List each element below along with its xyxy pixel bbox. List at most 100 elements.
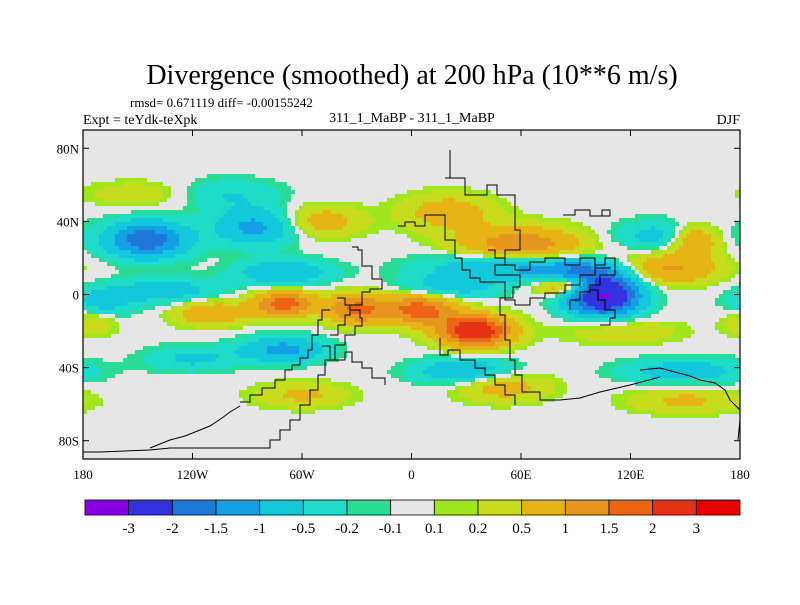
field-cell xyxy=(411,210,416,215)
field-cell xyxy=(399,246,404,251)
field-cell xyxy=(355,214,360,219)
field-cell xyxy=(215,226,220,231)
field-cell xyxy=(575,230,580,235)
field-cell xyxy=(507,142,512,147)
field-cell xyxy=(403,142,408,147)
field-cell xyxy=(635,142,640,147)
field-cell xyxy=(419,170,424,175)
field-cell xyxy=(307,162,312,167)
field-cell xyxy=(475,238,480,243)
field-cell xyxy=(411,238,416,243)
field-cell xyxy=(623,170,628,175)
field-cell xyxy=(495,218,500,223)
field-cell xyxy=(135,198,140,203)
field-cell xyxy=(599,162,604,167)
field-cell xyxy=(503,146,508,151)
field-cell xyxy=(411,194,416,199)
field-cell xyxy=(339,178,344,183)
field-cell xyxy=(351,178,356,183)
field-cell xyxy=(679,174,684,179)
field-cell xyxy=(127,234,132,239)
field-cell xyxy=(135,222,140,227)
field-cell xyxy=(243,222,248,227)
field-cell xyxy=(555,190,560,195)
field-cell xyxy=(399,202,404,207)
field-cell xyxy=(703,146,708,151)
field-cell xyxy=(691,234,696,239)
field-cell xyxy=(455,242,460,247)
field-cell xyxy=(623,222,628,227)
field-cell xyxy=(595,162,600,167)
field-cell xyxy=(487,214,492,219)
field-cell xyxy=(523,174,528,179)
field-cell xyxy=(259,230,264,235)
field-cell xyxy=(535,190,540,195)
field-cell xyxy=(435,170,440,175)
field-cell xyxy=(223,222,228,227)
field-cell xyxy=(395,234,400,239)
field-cell xyxy=(351,234,356,239)
field-cell xyxy=(355,138,360,143)
field-cell xyxy=(479,154,484,159)
field-cell xyxy=(527,154,532,159)
field-cell xyxy=(655,234,660,239)
field-cell xyxy=(375,182,380,187)
field-cell xyxy=(711,130,716,135)
field-cell xyxy=(99,162,104,167)
field-cell xyxy=(111,214,116,219)
field-cell xyxy=(483,246,488,251)
field-cell xyxy=(599,206,604,211)
field-cell xyxy=(195,198,200,203)
field-cell xyxy=(255,218,260,223)
field-cell xyxy=(403,182,408,187)
field-cell xyxy=(607,162,612,167)
field-cell xyxy=(671,190,676,195)
field-cell xyxy=(239,246,244,251)
field-cell xyxy=(91,194,96,199)
field-cell xyxy=(91,134,96,139)
field-cell xyxy=(595,230,600,235)
field-cell xyxy=(727,218,732,223)
field-cell xyxy=(375,238,380,243)
field-cell xyxy=(167,214,172,219)
field-cell xyxy=(695,166,700,171)
field-cell xyxy=(239,198,244,203)
field-cell xyxy=(695,162,700,167)
field-cell xyxy=(655,242,660,247)
field-cell xyxy=(407,186,412,191)
field-cell xyxy=(555,174,560,179)
field-cell xyxy=(511,182,516,187)
field-cell xyxy=(207,142,212,147)
field-cell xyxy=(427,210,432,215)
field-cell xyxy=(663,222,668,227)
field-cell xyxy=(607,138,612,143)
field-cell xyxy=(335,190,340,195)
field-cell xyxy=(467,242,472,247)
field-cell xyxy=(123,182,128,187)
field-cell xyxy=(607,178,612,183)
field-cell xyxy=(207,162,212,167)
field-cell xyxy=(419,202,424,207)
field-cell xyxy=(663,134,668,139)
field-cell xyxy=(555,246,560,251)
field-cell xyxy=(95,130,100,135)
field-cell xyxy=(587,190,592,195)
field-cell xyxy=(611,150,616,155)
field-cell xyxy=(363,190,368,195)
field-cell xyxy=(403,198,408,203)
field-cell xyxy=(111,194,116,199)
field-cell xyxy=(187,198,192,203)
field-cell xyxy=(403,194,408,199)
field-cell xyxy=(155,178,160,183)
field-cell xyxy=(123,166,128,171)
field-cell xyxy=(635,138,640,143)
field-cell xyxy=(99,210,104,215)
field-cell xyxy=(99,246,104,251)
field-cell xyxy=(115,178,120,183)
field-cell xyxy=(643,190,648,195)
field-cell xyxy=(407,130,412,135)
field-cell xyxy=(411,178,416,183)
field-cell xyxy=(195,134,200,139)
field-cell xyxy=(431,194,436,199)
field-cell xyxy=(319,182,324,187)
